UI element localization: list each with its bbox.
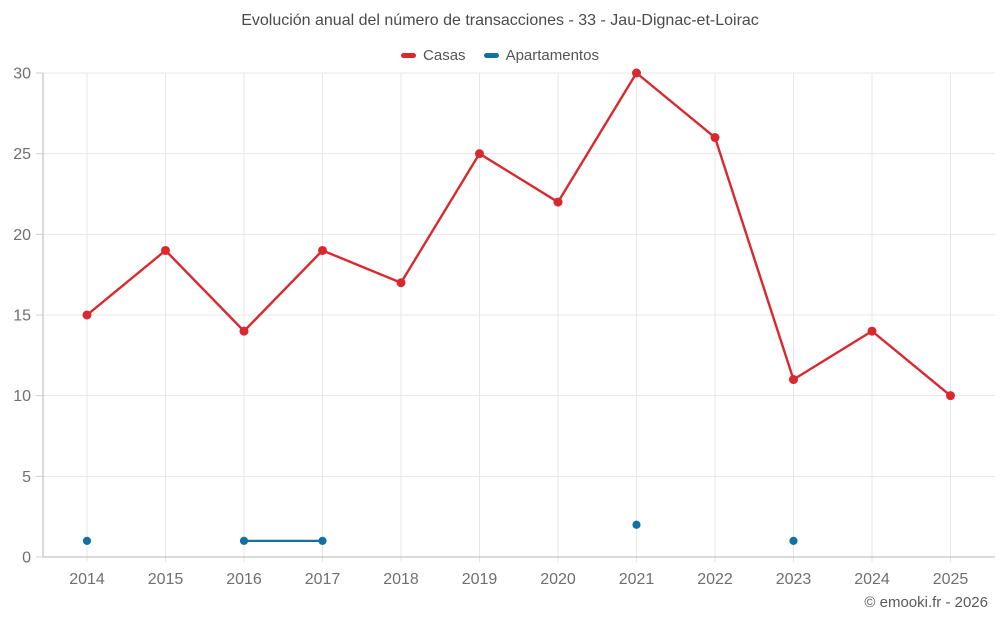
x-tick-label: 2021 (619, 571, 655, 588)
data-point-casas-2016[interactable] (239, 326, 249, 336)
legend-item-apartamentos[interactable]: Apartamentos (483, 47, 599, 64)
data-point-apartamentos-2021[interactable] (632, 520, 641, 529)
data-point-apartamentos-2014[interactable] (82, 536, 92, 545)
y-tick-label: 10 (13, 388, 31, 405)
x-tick-label: 2022 (697, 571, 733, 588)
data-point-casas-2022[interactable] (710, 133, 720, 143)
x-tick-label: 2024 (854, 571, 890, 588)
data-point-casas-2018[interactable] (396, 278, 406, 288)
x-tick-label: 2020 (540, 571, 576, 588)
chart-title: Evolución anual del número de transaccio… (241, 12, 759, 29)
data-point-casas-2024[interactable] (867, 326, 877, 336)
y-tick-label: 15 (13, 308, 31, 325)
data-point-casas-2017[interactable] (318, 245, 327, 255)
x-tick-label: 2014 (69, 571, 105, 588)
x-tick-label: 2025 (933, 571, 969, 588)
y-tick-label: 20 (13, 227, 31, 244)
legend: Casas Apartamentos (0, 47, 1000, 64)
data-point-casas-2015[interactable] (161, 245, 170, 255)
data-point-apartamentos-2016[interactable] (239, 536, 249, 545)
y-tick-label: 0 (22, 550, 31, 567)
y-tick-label: 5 (22, 469, 31, 486)
x-tick-label: 2015 (148, 571, 184, 588)
legend-swatch-casas (401, 53, 417, 58)
x-tick-label: 2017 (305, 571, 341, 588)
x-tick-label: 2016 (226, 571, 262, 588)
data-point-casas-2021[interactable] (632, 68, 641, 78)
data-point-casas-2020[interactable] (553, 197, 563, 207)
y-tick-label: 25 (13, 146, 31, 163)
legend-label-casas: Casas (423, 47, 466, 64)
x-tick-label: 2023 (776, 571, 812, 588)
legend-item-casas[interactable]: Casas (401, 47, 466, 64)
data-point-apartamentos-2017[interactable] (318, 536, 327, 545)
data-point-casas-2025[interactable] (946, 391, 955, 401)
legend-label-apartamentos: Apartamentos (505, 47, 599, 64)
data-point-casas-2023[interactable] (789, 375, 798, 385)
legend-swatch-apartamentos (483, 53, 499, 58)
data-point-apartamentos-2023[interactable] (789, 536, 798, 545)
data-point-casas-2014[interactable] (82, 310, 92, 320)
y-tick-label: 30 (13, 66, 31, 83)
copyright-text: © emooki.fr - 2026 (864, 594, 988, 611)
x-tick-label: 2018 (383, 571, 419, 588)
x-tick-label: 2019 (462, 571, 498, 588)
data-point-casas-2019[interactable] (475, 149, 484, 159)
series-line-casas (85, 71, 952, 397)
